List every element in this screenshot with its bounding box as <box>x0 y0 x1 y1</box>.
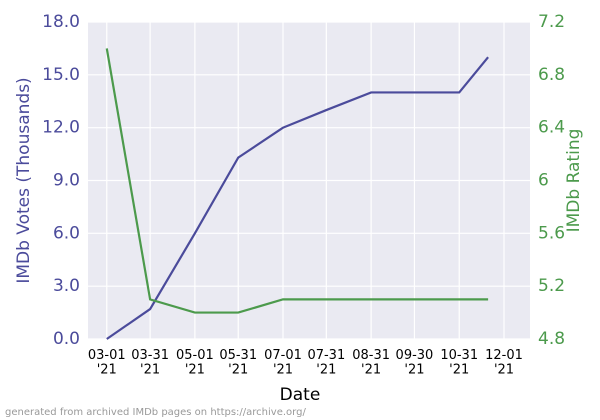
y-tick-label: 18.0 <box>42 12 80 32</box>
y-tick-label: 6.0 <box>53 223 80 243</box>
x-axis-label: Date <box>280 385 321 405</box>
y2-axis-label: IMDb Rating <box>564 129 584 233</box>
x-tick-label: 03-01'21 <box>88 348 126 377</box>
x-tick-label: 12-01'21 <box>485 348 523 377</box>
footnote: generated from archived IMDb pages on ht… <box>5 407 306 418</box>
y-tick-label: 3.0 <box>53 276 80 296</box>
y2-tick-label: 4.8 <box>538 329 565 349</box>
y2-tick-label: 7.2 <box>538 12 565 32</box>
y-tick-label: 0.0 <box>53 329 80 349</box>
y-tick-label: 15.0 <box>42 65 80 85</box>
x-tick-label: 03-31'21 <box>131 348 169 377</box>
series-line <box>105 48 489 314</box>
x-tick-label: 09-30'21 <box>396 348 434 377</box>
y2-tick-label: 6.8 <box>538 65 565 85</box>
y2-tick-label: 6 <box>538 171 549 191</box>
x-tick-label: 10-31'21 <box>440 348 478 377</box>
y-tick-label: 12.0 <box>42 118 80 138</box>
y-axis-label: IMDb Votes (Thousands) <box>14 77 34 283</box>
y2-tick-label: 5.6 <box>538 223 565 243</box>
series-line <box>106 56 489 340</box>
x-tick-label: 07-01'21 <box>264 348 302 377</box>
x-tick-label: 05-31'21 <box>219 348 257 377</box>
y2-tick-label: 5.2 <box>538 276 565 296</box>
x-tick-label: 07-31'21 <box>307 348 345 377</box>
y-tick-label: 9.0 <box>53 171 80 191</box>
x-tick-label: 05-01'21 <box>176 348 214 377</box>
x-tick-label: 08-31'21 <box>352 348 390 377</box>
y2-tick-label: 6.4 <box>538 118 565 138</box>
